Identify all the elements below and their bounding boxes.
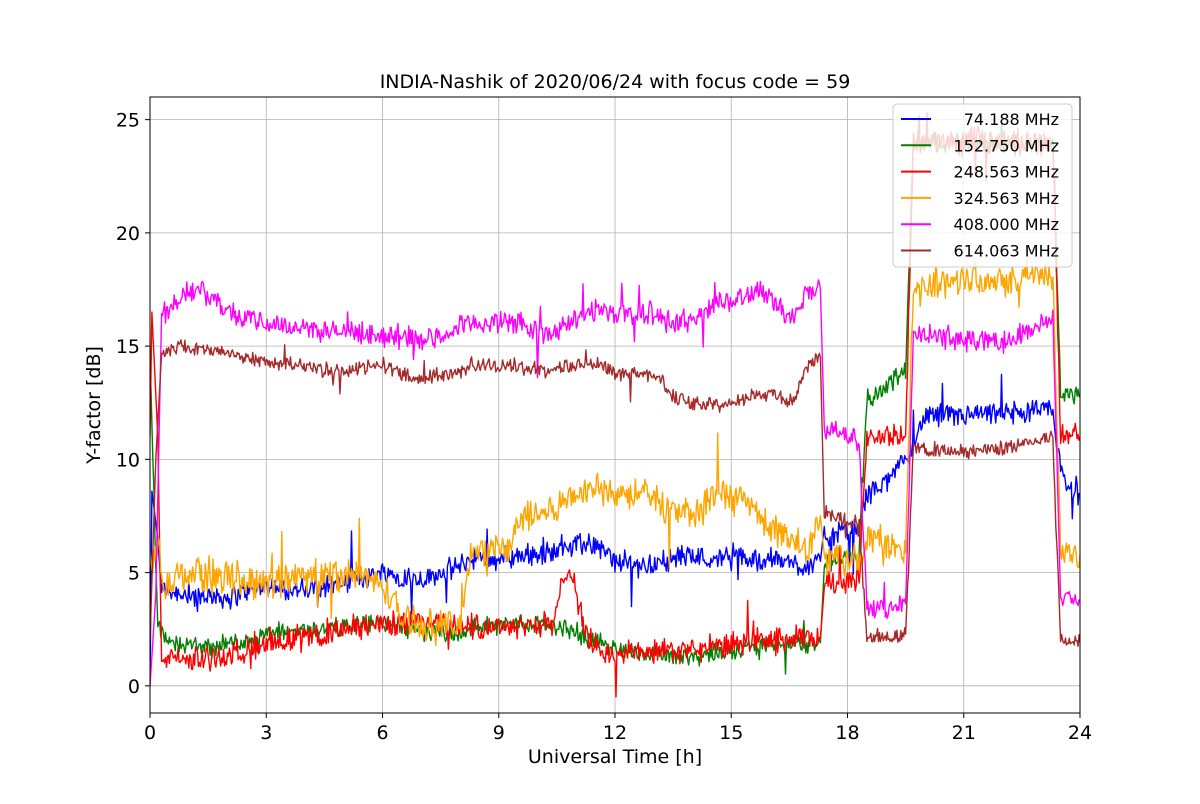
x-tick-label: 21 bbox=[952, 722, 976, 744]
y-tick-label: 15 bbox=[116, 336, 140, 358]
legend-label: 74.188 MHz bbox=[964, 110, 1059, 129]
x-tick-label: 12 bbox=[603, 722, 627, 744]
series-line-324-563-mhz bbox=[150, 260, 1080, 646]
y-tick-label: 0 bbox=[128, 676, 140, 698]
legend-box bbox=[892, 103, 1073, 268]
x-tick-label: 3 bbox=[260, 722, 272, 744]
legend-label: 408.000 MHz bbox=[954, 215, 1059, 234]
y-tick-label: 25 bbox=[116, 110, 140, 132]
legend-label: 152.750 MHz bbox=[954, 136, 1059, 155]
x-tick-label: 9 bbox=[493, 722, 505, 744]
legend-label: 324.563 MHz bbox=[954, 189, 1059, 208]
axis-ticks: 0 3 6 9 12 15 18 21 24 0 5 10 15 20 25 bbox=[116, 110, 1092, 744]
x-tick-label: 0 bbox=[144, 722, 156, 744]
y-tick-label: 20 bbox=[116, 223, 140, 245]
x-tick-label: 6 bbox=[376, 722, 388, 744]
x-axis-label: Universal Time [h] bbox=[528, 746, 702, 768]
x-tick-label: 15 bbox=[719, 722, 743, 744]
legend-label: 614.063 MHz bbox=[954, 242, 1059, 261]
x-tick-label: 24 bbox=[1068, 722, 1092, 744]
chart-title: INDIA-Nashik of 2020/06/24 with focus co… bbox=[380, 71, 851, 93]
legend-label: 248.563 MHz bbox=[954, 163, 1059, 182]
x-tick-label: 18 bbox=[835, 722, 859, 744]
y-tick-label: 5 bbox=[128, 563, 140, 585]
legend: 74.188 MHz 152.750 MHz 248.563 MHz 324.563 … bbox=[892, 103, 1073, 268]
series-line-408-000-mhz bbox=[150, 279, 1080, 686]
y-axis-label: Y-factor [dB] bbox=[83, 346, 105, 465]
y-tick-label: 10 bbox=[116, 449, 140, 471]
series-line-614-063-mhz bbox=[150, 339, 1080, 647]
